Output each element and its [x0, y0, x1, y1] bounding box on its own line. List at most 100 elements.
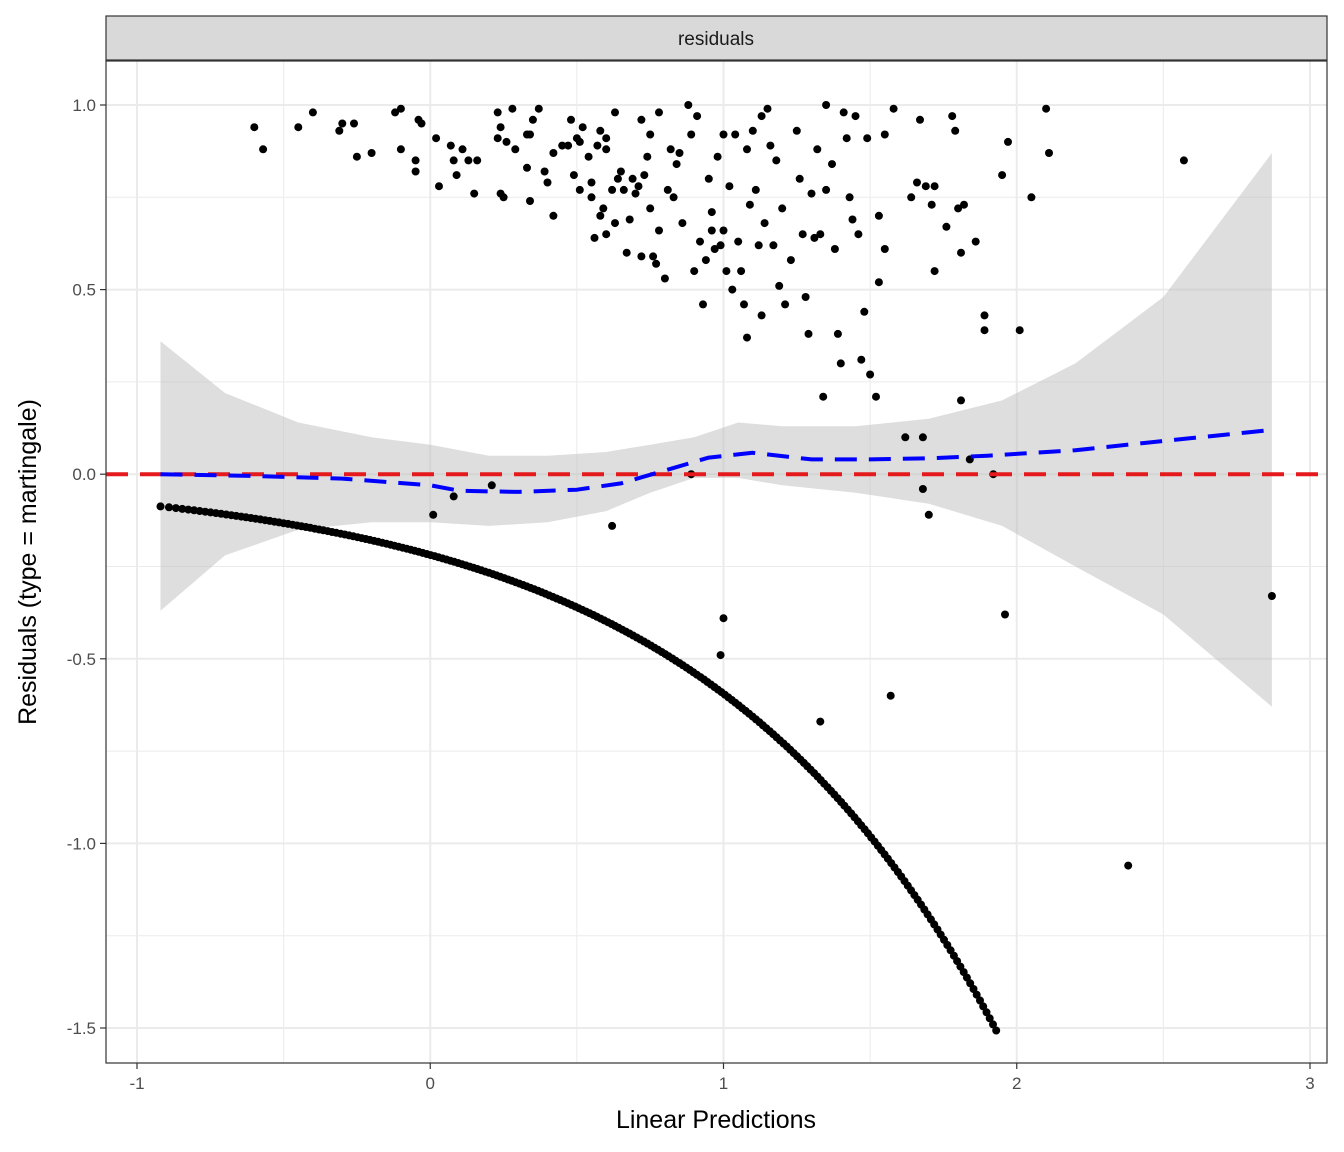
data-point: [449, 492, 458, 501]
data-point: [616, 167, 625, 176]
data-point: [874, 211, 883, 220]
data-point: [725, 182, 734, 191]
data-point: [622, 248, 631, 257]
data-point: [743, 333, 751, 342]
data-point: [619, 185, 628, 194]
data-point: [960, 200, 968, 209]
data-point: [1179, 156, 1188, 165]
data-point: [352, 152, 361, 161]
data-point: [942, 222, 951, 231]
data-point: [822, 185, 831, 194]
data-point: [775, 281, 784, 290]
data-point: [259, 145, 268, 154]
data-point: [795, 174, 804, 183]
data-point: [863, 134, 872, 143]
data-point: [766, 141, 775, 150]
data-point: [772, 156, 781, 165]
data-point: [971, 237, 980, 246]
facet-strip-label: residuals: [678, 29, 754, 50]
data-point: [807, 189, 816, 198]
data-point: [496, 123, 505, 132]
data-point: [930, 182, 939, 191]
data-point: [886, 691, 895, 700]
data-point: [178, 504, 187, 513]
data-point: [1015, 326, 1024, 335]
data-point: [655, 226, 663, 235]
data-point: [587, 178, 596, 187]
data-point: [716, 241, 725, 250]
data-point: [760, 219, 769, 228]
data-point: [921, 182, 930, 191]
data-point: [901, 433, 910, 442]
data-point: [798, 230, 807, 239]
y-axis: -1.5 -1.0 -0.5 0.0 0.5 1.0: [67, 96, 106, 1038]
data-point: [511, 145, 520, 154]
data-point: [672, 160, 681, 169]
data-point: [643, 152, 652, 161]
data-point: [678, 219, 687, 228]
data-point: [558, 141, 567, 150]
data-point: [452, 171, 461, 180]
data-point: [449, 156, 458, 165]
data-point: [704, 174, 713, 183]
data-point: [308, 108, 317, 117]
data-point: [710, 245, 719, 253]
data-point: [625, 215, 634, 224]
data-point: [549, 211, 558, 220]
data-point: [924, 510, 933, 519]
data-point: [916, 115, 924, 124]
data-point: [954, 204, 963, 213]
data-point: [396, 145, 405, 154]
points-layer: [156, 101, 1276, 1035]
data-point: [992, 1026, 1001, 1035]
data-point: [578, 123, 587, 132]
data-point: [417, 119, 426, 128]
data-point: [845, 193, 854, 202]
data-point: [338, 119, 347, 128]
data-point: [716, 651, 725, 660]
data-point: [587, 193, 596, 202]
data-point: [830, 245, 839, 253]
data-point: [652, 259, 661, 268]
data-point: [1004, 137, 1012, 146]
x-axis: -1 0 1 2 3: [129, 1063, 1315, 1093]
data-point: [528, 115, 537, 124]
data-point: [608, 521, 617, 530]
data-point: [599, 204, 608, 213]
data-point: [927, 200, 936, 209]
data-point: [980, 311, 989, 320]
data-point: [1045, 149, 1053, 157]
data-point: [781, 300, 790, 309]
data-point: [470, 189, 479, 198]
data-point: [693, 112, 702, 121]
data-point: [880, 245, 889, 253]
data-point: [608, 185, 617, 194]
data-point: [957, 396, 965, 405]
data-point: [1124, 861, 1133, 870]
y-tick-label: -0.5: [67, 650, 96, 669]
data-point: [649, 252, 658, 261]
data-point: [998, 171, 1007, 180]
plot-panel-border: [105, 60, 1328, 1064]
data-point: [979, 1002, 988, 1011]
data-point: [435, 182, 443, 191]
data-point: [1267, 592, 1276, 600]
data-point: [734, 237, 743, 246]
data-point: [816, 717, 825, 726]
data-point: [687, 130, 696, 139]
data-point: [976, 996, 984, 1005]
data-point: [564, 141, 573, 150]
data-point: [880, 130, 889, 139]
data-point: [860, 307, 869, 316]
data-point: [584, 152, 593, 161]
data-point: [156, 502, 165, 511]
data-point: [593, 141, 602, 150]
data-point: [569, 171, 578, 180]
data-point: [918, 433, 927, 442]
data-point: [728, 285, 737, 294]
data-point: [628, 174, 637, 183]
data-point: [575, 137, 584, 146]
data-point: [464, 156, 473, 165]
data-point: [980, 326, 989, 335]
